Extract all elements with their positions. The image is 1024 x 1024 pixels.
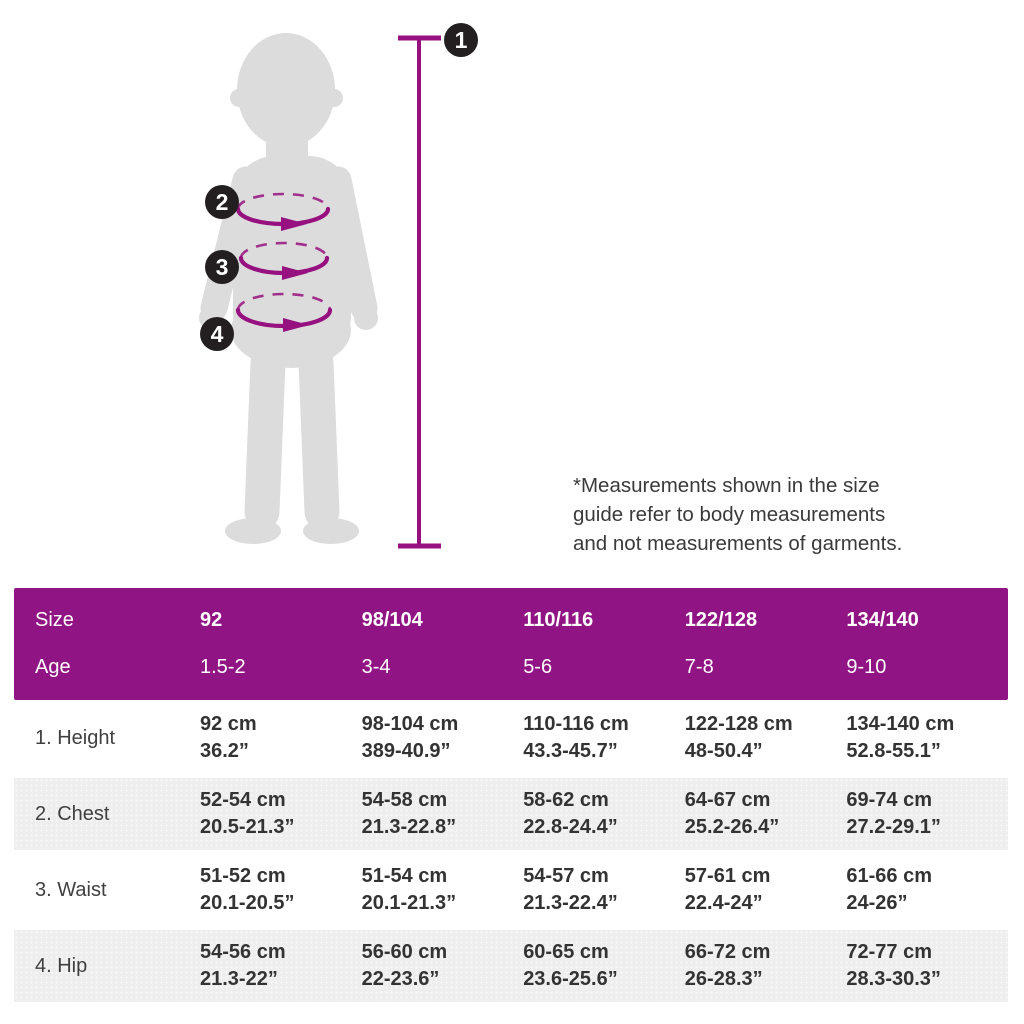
value-cm: 69-74 cm bbox=[846, 789, 933, 811]
chest-measure-ellipse bbox=[235, 192, 331, 231]
measurement-cell: 52-54 cm 20.5-21.3” bbox=[200, 787, 362, 841]
value-cm: 58-62 cm bbox=[523, 789, 609, 811]
measurement-cell: 66-72 cm 26-28.3” bbox=[685, 939, 847, 993]
value-inches: 20.1-21.3” bbox=[361, 892, 457, 914]
size-guide-figure: 1 2 3 4 bbox=[199, 23, 478, 549]
value-inches: 389-40.9” bbox=[361, 740, 451, 762]
row-label: 1. Height bbox=[35, 726, 116, 749]
value-inches: 52.8-55.1” bbox=[846, 740, 941, 762]
age-col-3: 7-8 bbox=[684, 656, 714, 678]
measurement-cell: 58-62 cm 22.8-24.4” bbox=[523, 787, 685, 841]
value-cm: 51-54 cm bbox=[361, 865, 448, 887]
size-row-label: Size bbox=[35, 609, 74, 631]
value-inches: 26-28.3” bbox=[684, 968, 763, 990]
value-inches: 24-26” bbox=[846, 892, 908, 914]
row-label: 4. Hip bbox=[35, 954, 88, 977]
value-inches: 22.8-24.4” bbox=[523, 816, 618, 838]
measurement-cell: 54-56 cm 21.3-22” bbox=[200, 939, 362, 993]
value-cm: 110-116 cm bbox=[523, 713, 629, 735]
measurement-cell: 51-54 cm 20.1-21.3” bbox=[362, 863, 524, 917]
svg-text:3: 3 bbox=[216, 254, 229, 280]
marker-2-chest: 2 bbox=[205, 185, 239, 219]
value-cm: 61-66 cm bbox=[846, 865, 933, 887]
value-cm: 98-104 cm bbox=[361, 713, 459, 735]
value-inches: 27.2-29.1” bbox=[846, 816, 941, 838]
row-label: 2. Chest bbox=[35, 802, 110, 825]
value-cm: 57-61 cm bbox=[684, 865, 771, 887]
size-col-3: 122/128 bbox=[684, 609, 758, 631]
measurement-cell: 122-128 cm 48-50.4” bbox=[685, 711, 847, 765]
age-col-4: 9-10 bbox=[846, 656, 887, 678]
size-table: Size 92 98/104 110/116 122/128 134/140 Age 1.5-… bbox=[14, 588, 1008, 1004]
table-row-waist: 3. Waist 51-52 cm 20.1-20.5” 51-54 cm 20.1-2… bbox=[14, 852, 1008, 928]
age-col-2: 5-6 bbox=[523, 656, 553, 678]
measurement-cell: 61-66 cm 24-26” bbox=[846, 863, 1008, 917]
child-silhouette-illustration bbox=[199, 33, 378, 544]
size-table-header: Size 92 98/104 110/116 122/128 134/140 Age 1.5-… bbox=[14, 588, 1008, 700]
value-cm: 51-52 cm bbox=[200, 865, 286, 887]
svg-text:1: 1 bbox=[455, 27, 468, 53]
size-col-2: 110/116 bbox=[523, 609, 594, 631]
value-inches: 20.1-20.5” bbox=[200, 892, 295, 914]
size-col-4: 134/140 bbox=[846, 609, 919, 631]
marker-3-waist: 3 bbox=[205, 250, 239, 284]
value-inches: 21.3-22.4” bbox=[523, 892, 618, 914]
age-row-label: Age bbox=[35, 656, 71, 678]
value-cm: 60-65 cm bbox=[523, 941, 609, 963]
measurement-cell: 72-77 cm 28.3-30.3” bbox=[846, 939, 1008, 993]
value-inches: 22-23.6” bbox=[361, 968, 440, 990]
value-inches: 48-50.4” bbox=[684, 740, 763, 762]
value-inches: 21.3-22.8” bbox=[361, 816, 457, 838]
row-label: 3. Waist bbox=[35, 878, 107, 901]
value-inches: 23.6-25.6” bbox=[523, 968, 618, 990]
measurement-cell: 92 cm 36.2” bbox=[200, 711, 362, 765]
measurement-cell: 54-57 cm 21.3-22.4” bbox=[523, 863, 685, 917]
svg-text:2: 2 bbox=[216, 189, 229, 215]
measurement-cell: 51-52 cm 20.1-20.5” bbox=[200, 863, 362, 917]
waist-measure-ellipse bbox=[238, 241, 330, 280]
measurement-cell: 134-140 cm 52.8-55.1” bbox=[846, 711, 1008, 765]
measurements-note: *Measurements shown in the size guide re… bbox=[573, 474, 903, 555]
measurement-cell: 98-104 cm 389-40.9” bbox=[362, 711, 524, 765]
age-col-1: 3-4 bbox=[361, 656, 391, 678]
table-row-height: 1. Height 92 cm 36.2” 98-104 cm 389-40.9” 110… bbox=[14, 700, 1008, 776]
svg-text:4: 4 bbox=[211, 321, 224, 347]
value-cm: 54-58 cm bbox=[361, 789, 448, 811]
value-inches: 20.5-21.3” bbox=[200, 816, 295, 838]
measurement-cell: 69-74 cm 27.2-29.1” bbox=[846, 787, 1008, 841]
size-col-1: 98/104 bbox=[361, 609, 423, 631]
measurement-cell: 56-60 cm 22-23.6” bbox=[362, 939, 524, 993]
value-inches: 28.3-30.3” bbox=[846, 968, 941, 990]
value-cm: 92 cm bbox=[200, 713, 257, 735]
age-col-0: 1.5-2 bbox=[200, 656, 246, 678]
value-inches: 21.3-22” bbox=[200, 968, 278, 990]
size-table-body: 1. Height 92 cm 36.2” 98-104 cm 389-40.9” 110… bbox=[14, 700, 1008, 1004]
marker-4-hip: 4 bbox=[200, 317, 234, 351]
table-row-chest: 2. Chest 52-54 cm 20.5-21.3” 54-58 cm 21.3-2… bbox=[14, 776, 1008, 852]
measurement-cell: 60-65 cm 23.6-25.6” bbox=[523, 939, 685, 993]
value-cm: 52-54 cm bbox=[200, 789, 286, 811]
value-cm: 56-60 cm bbox=[361, 941, 448, 963]
value-inches: 43.3-45.7” bbox=[523, 740, 618, 762]
measurement-cell: 64-67 cm 25.2-26.4” bbox=[685, 787, 847, 841]
value-cm: 54-57 cm bbox=[523, 865, 609, 887]
value-inches: 36.2” bbox=[200, 740, 249, 762]
height-measure-line bbox=[398, 35, 441, 549]
measurement-cell: 57-61 cm 22.4-24” bbox=[685, 863, 847, 917]
value-cm: 64-67 cm bbox=[684, 789, 771, 811]
value-cm: 72-77 cm bbox=[846, 941, 933, 963]
hip-measure-ellipse bbox=[235, 292, 333, 332]
table-row-hip: 4. Hip 54-56 cm 21.3-22” 56-60 cm 22-23.6” 60… bbox=[14, 928, 1008, 1004]
value-cm: 54-56 cm bbox=[200, 941, 286, 963]
value-inches: 25.2-26.4” bbox=[684, 816, 780, 838]
measurement-cell: 110-116 cm 43.3-45.7” bbox=[523, 711, 685, 765]
value-cm: 66-72 cm bbox=[684, 941, 771, 963]
marker-1-height: 1 bbox=[444, 23, 478, 57]
size-col-0: 92 bbox=[200, 609, 223, 631]
measurement-cell: 54-58 cm 21.3-22.8” bbox=[362, 787, 524, 841]
value-inches: 22.4-24” bbox=[684, 892, 763, 914]
value-cm: 134-140 cm bbox=[846, 713, 955, 735]
value-cm: 122-128 cm bbox=[684, 713, 793, 735]
